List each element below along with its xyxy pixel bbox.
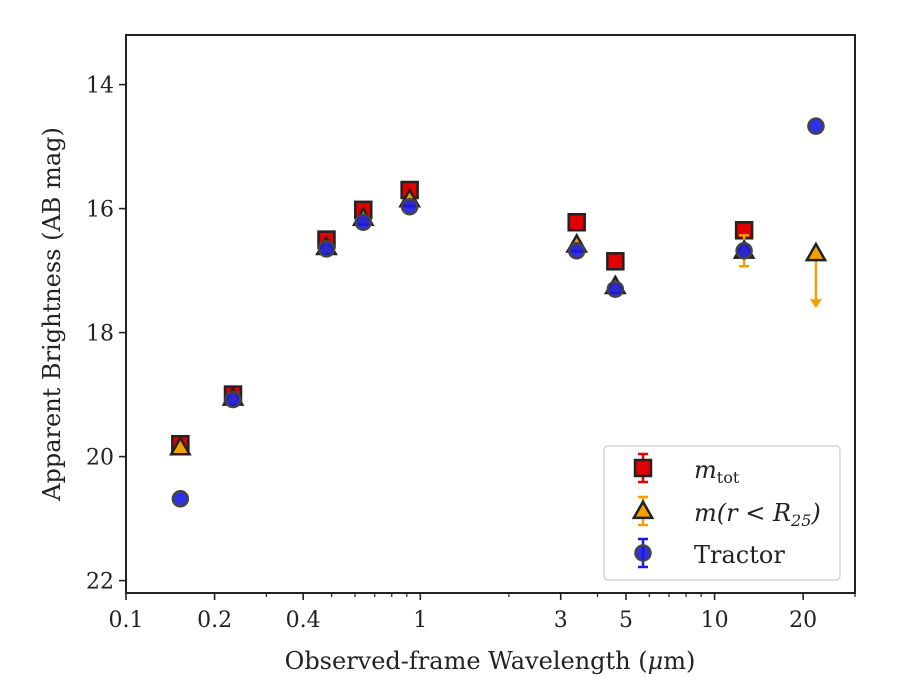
marks-layer <box>168 117 828 508</box>
legend-marker <box>633 458 653 478</box>
series-2 <box>171 117 825 508</box>
data-point <box>606 252 625 271</box>
data-point <box>168 435 192 456</box>
data-point <box>735 242 753 260</box>
data-point <box>807 117 825 135</box>
x-tick-label: 3 <box>554 608 568 633</box>
data-point <box>606 280 625 298</box>
x-tick-label: 10 <box>701 608 729 633</box>
legend-box <box>603 445 841 581</box>
legend-label-mr25: m(r < R25) <box>694 499 821 530</box>
y-tick-label: 18 <box>86 322 114 347</box>
y-tick-label: 14 <box>86 74 114 99</box>
data-point <box>354 213 373 231</box>
legend-marker <box>634 544 652 562</box>
legend-marker <box>631 499 655 520</box>
legend-label-mtot: mtot <box>694 456 740 487</box>
data-point <box>171 490 190 508</box>
x-tick-label: 0.4 <box>286 608 321 633</box>
ticks-layer: 0.1 0.2 0.4 1 3 5 10 20 14 16 18 20 22 <box>86 74 856 633</box>
x-tick-label: 5 <box>619 608 633 633</box>
y-axis-label: Apparent Brightness (AB mag) <box>38 127 66 502</box>
data-point <box>804 241 828 262</box>
y-tick-label: 16 <box>86 198 114 223</box>
legend-markers <box>631 452 655 569</box>
x-tick-label: 0.2 <box>197 608 232 633</box>
data-point <box>224 390 242 409</box>
data-point <box>400 197 419 216</box>
y-tick-label: 20 <box>86 446 114 471</box>
x-tick-label: 1 <box>413 608 427 633</box>
upper-limit-arrowhead <box>809 299 822 309</box>
data-point <box>567 212 586 232</box>
legend: mtot m(r < R25) Tractor <box>603 445 841 581</box>
y-tick-label: 22 <box>86 570 114 595</box>
plot-frame <box>125 34 856 594</box>
data-point <box>567 242 586 260</box>
x-axis-label: Observed-frame Wavelength (μm) <box>285 647 696 675</box>
data-point <box>317 240 336 258</box>
x-tick-label: 20 <box>789 608 817 633</box>
x-tick-label: 0.1 <box>109 608 144 633</box>
legend-label-tractor: Tractor <box>694 541 785 569</box>
